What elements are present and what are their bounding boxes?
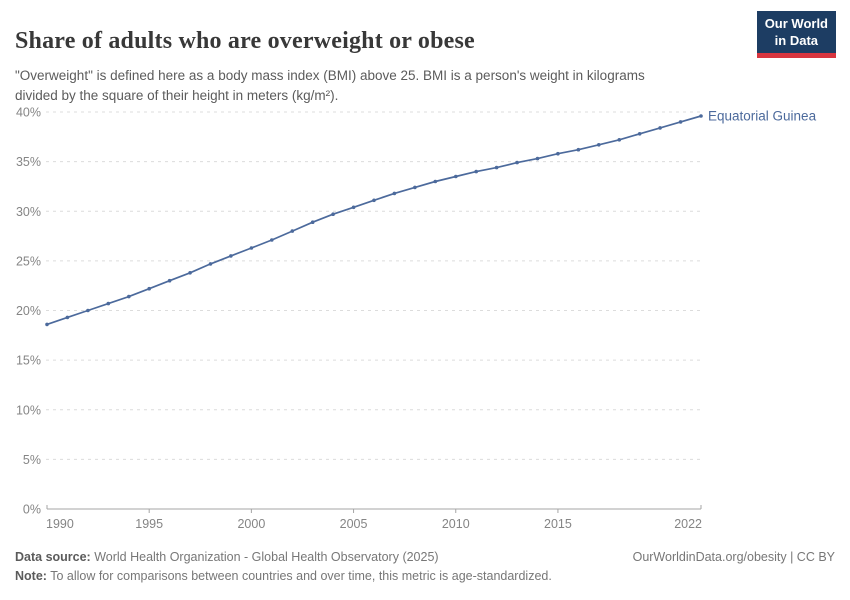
y-tick-label: 0% [23, 503, 41, 517]
data-point[interactable] [556, 151, 560, 156]
data-point[interactable] [597, 143, 601, 147]
x-tick-label: 1990 [46, 517, 74, 531]
data-point[interactable] [65, 315, 70, 320]
data-point[interactable] [433, 179, 438, 184]
x-tick-label: 2015 [544, 517, 572, 531]
data-point[interactable] [658, 126, 662, 130]
data-point[interactable] [127, 294, 131, 299]
x-axis-labels: 1990 1995 2000 2005 2010 2015 2022 [46, 517, 702, 531]
data-point[interactable] [392, 191, 397, 196]
y-tick-label: 40% [16, 106, 41, 120]
series-label[interactable]: Equatorial Guinea [708, 108, 817, 123]
data-point[interactable] [474, 169, 479, 174]
data-source-text: Data source: World Health Organization -… [15, 550, 439, 564]
data-point[interactable] [576, 147, 581, 152]
data-point[interactable] [372, 198, 376, 203]
data-point[interactable] [290, 229, 295, 233]
data-point[interactable] [515, 160, 519, 165]
data-point[interactable] [494, 165, 499, 170]
page-title: Share of adults who are overweight or ob… [15, 28, 475, 55]
data-point[interactable] [167, 278, 172, 283]
x-tick-label: 2022 [674, 517, 702, 531]
y-tick-label: 30% [16, 205, 41, 219]
y-tick-label: 35% [16, 155, 41, 169]
x-tick-label: 1995 [135, 517, 163, 531]
data-point[interactable] [310, 220, 315, 224]
data-point[interactable] [351, 205, 356, 210]
data-point[interactable] [188, 271, 192, 275]
data-point[interactable] [637, 132, 642, 136]
data-point[interactable] [147, 286, 151, 291]
y-tick-label: 20% [16, 304, 41, 318]
owid-logo-line2: in Data [774, 32, 819, 48]
x-axis [46, 505, 702, 513]
data-point[interactable] [678, 120, 683, 124]
series-line[interactable] [46, 115, 702, 326]
y-axis-labels: 0% 5% 10% 15% 20% 25% 30% 35% 40% [16, 106, 41, 517]
x-tick-label: 2005 [340, 517, 368, 531]
owid-logo[interactable]: Our World in Data [756, 11, 836, 58]
data-point[interactable] [454, 174, 458, 179]
data-point[interactable] [331, 212, 335, 216]
data-point[interactable] [45, 322, 49, 327]
series-points[interactable] [45, 114, 703, 327]
data-point[interactable] [249, 246, 254, 250]
y-tick-label: 5% [23, 453, 41, 467]
data-point[interactable] [86, 308, 90, 313]
y-tick-label: 15% [16, 354, 41, 368]
chart-subtitle: "Overweight" is defined here as a body m… [15, 67, 645, 103]
chart-footer: Data source: World Health Organization -… [15, 548, 835, 587]
data-point[interactable] [208, 262, 213, 266]
x-tick-label: 2010 [442, 517, 470, 531]
y-tick-label: 10% [16, 403, 41, 417]
owid-logo-line1: Our World [764, 16, 828, 31]
owid-link[interactable]: OurWorldinData.org/obesity | CC BY [632, 550, 835, 564]
y-tick-label: 25% [16, 254, 41, 268]
data-point[interactable] [413, 185, 417, 190]
data-point[interactable] [535, 156, 540, 161]
data-point[interactable] [270, 238, 274, 242]
data-point[interactable] [699, 114, 703, 118]
x-tick-label: 2000 [237, 517, 265, 531]
data-point[interactable] [229, 254, 233, 258]
gridlines [46, 111, 700, 460]
data-point[interactable] [617, 138, 622, 142]
note-text: Note: To allow for comparisons between c… [15, 569, 552, 584]
data-point[interactable] [106, 301, 111, 306]
